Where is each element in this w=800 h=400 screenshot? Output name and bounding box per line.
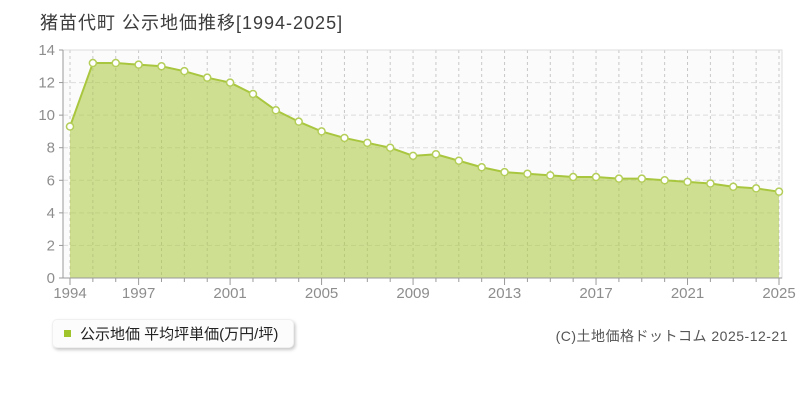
data-point-2010[interactable]: [431, 149, 441, 159]
legend-label: 公示地価 平均坪単価(万円/坪): [80, 326, 279, 343]
data-point-2013[interactable]: [500, 167, 509, 177]
copyright-text: (C)土地価格ドットコム 2025-12-21: [555, 328, 788, 344]
x-tick-label: 2013: [488, 285, 521, 302]
data-point-2018[interactable]: [614, 174, 624, 183]
data-point-2019[interactable]: [637, 174, 647, 183]
x-tick-label: 2001: [213, 285, 246, 302]
data-point-1994[interactable]: [65, 122, 75, 131]
x-tick-label: 2005: [305, 285, 338, 302]
x-tick-label: 2009: [396, 285, 429, 302]
data-point-2022[interactable]: [706, 179, 715, 188]
x-tick-label: 2021: [671, 285, 704, 302]
chart-title: 猪苗代町 公示地価推移[1994-2025]: [40, 13, 344, 33]
y-tick-label: 6: [47, 172, 55, 189]
data-point-2011[interactable]: [454, 156, 464, 165]
data-point-2009[interactable]: [408, 151, 418, 161]
data-point-2024[interactable]: [751, 184, 761, 193]
price-area-fill: [70, 63, 779, 279]
data-point-2005[interactable]: [317, 127, 326, 136]
data-point-2007[interactable]: [363, 138, 372, 148]
x-tick-label: 2017: [579, 285, 612, 302]
data-point-2015[interactable]: [546, 171, 555, 180]
data-point-2025[interactable]: [774, 187, 784, 196]
data-point-1997[interactable]: [134, 60, 143, 69]
y-tick-label: 0: [47, 270, 55, 287]
y-tick-label: 8: [47, 140, 55, 157]
data-point-2020[interactable]: [660, 176, 669, 185]
land-price-area-chart: 1994 1997 2001 2005 2009 2013 2017 2021 2025 0 2 4 6…: [38, 42, 795, 302]
data-point-2003[interactable]: [271, 106, 281, 115]
data-point-2001[interactable]: [225, 78, 235, 87]
y-tick-label: 4: [47, 205, 55, 222]
data-point-2012[interactable]: [477, 163, 486, 172]
data-point-1999[interactable]: [180, 66, 189, 76]
x-tick-label: 1994: [53, 285, 86, 302]
data-point-2017[interactable]: [591, 172, 601, 182]
data-point-2023[interactable]: [729, 182, 738, 192]
y-tick-label: 12: [38, 75, 55, 92]
x-tick-label: 2025: [762, 285, 795, 302]
data-point-1998[interactable]: [157, 62, 166, 71]
data-point-2000[interactable]: [202, 73, 212, 82]
data-point-2016[interactable]: [568, 172, 578, 182]
data-point-2008[interactable]: [385, 143, 395, 152]
data-point-2014[interactable]: [523, 169, 532, 179]
data-point-1996[interactable]: [111, 58, 120, 68]
data-point-2006[interactable]: [340, 133, 349, 143]
y-tick-label: 14: [38, 42, 55, 59]
legend-swatch-icon: [64, 330, 71, 337]
legend: 公示地価 平均坪単価(万円/坪): [52, 319, 295, 348]
data-point-2002[interactable]: [248, 89, 258, 99]
y-tick-label: 10: [38, 107, 55, 124]
y-tick-label: 2: [47, 237, 55, 254]
data-point-1995[interactable]: [88, 58, 98, 68]
x-tick-label: 1997: [122, 285, 155, 302]
data-point-2021[interactable]: [683, 177, 692, 187]
data-point-2004[interactable]: [294, 117, 303, 126]
